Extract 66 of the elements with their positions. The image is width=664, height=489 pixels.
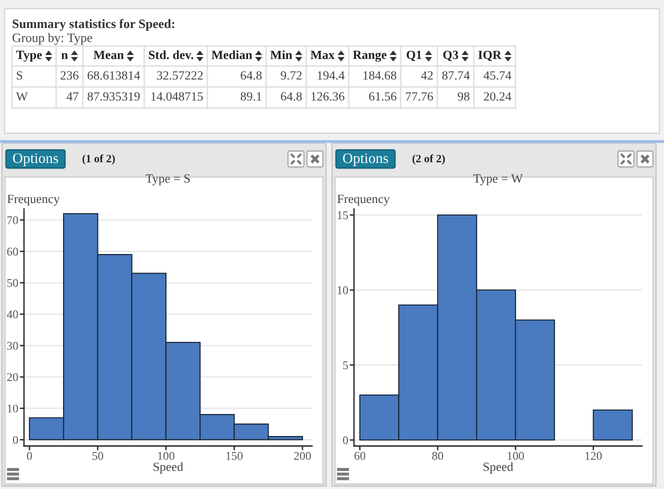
category-label: Range [352,50,386,62]
text: (1 of 2) [82,154,115,165]
category-label: Std. dev. [148,50,194,60]
text: 42 [421,71,433,80]
x-axis-title: Speed [154,462,184,474]
x-tick-label: 150 [226,452,243,460]
text: 68.613814 [88,71,140,80]
y-tick-label: 50 [7,279,18,287]
text: 89.1 [240,92,262,101]
text: 194.4 [318,71,345,80]
y-axis-title: Frequency [337,194,390,206]
y-tick-label: 10 [338,286,348,294]
y-tick-label: 70 [7,216,18,224]
text: 98 [458,92,470,101]
y-tick-label: 30 [7,342,18,350]
y-tick-label: 20 [7,373,18,382]
y-axis-title: Frequency [7,194,60,206]
y-tick-label: 60 [7,248,18,256]
chart-title: Type = W [473,174,523,186]
y-tick-label: 10 [8,404,18,413]
category-label: Mean [94,50,124,60]
text: Summary statistics for Speed: [12,19,174,31]
text: 64.8 [240,71,262,80]
chart-title: Type = S [146,174,190,186]
text: W [16,92,28,101]
y-tick-label: 5 [343,361,348,370]
text: Options [13,153,58,166]
category-label: Type [16,50,42,62]
category-label: Q1 [406,50,422,62]
text: 9.72 [280,71,302,80]
category-label: Max [310,50,335,60]
x-tick-label: 50 [92,452,104,460]
text: 64.8 [280,92,302,101]
category-label: Q3 [443,50,458,62]
x-tick-label: 200 [294,452,311,460]
text: 32.57222 [157,71,203,80]
text: 77.76 [406,92,433,101]
text: 61.56 [369,92,396,101]
text: (2 of 2) [412,154,445,165]
x-tick-label: 0 [26,452,32,460]
category-label: n [61,53,68,60]
text: Group by: Type [12,33,92,45]
text: 14.048715 [151,92,203,101]
text: 20.24 [484,92,512,101]
text: Options [343,153,388,166]
text: 47 [66,92,79,101]
text: 87.74 [442,71,470,80]
category-label: Min [270,50,292,60]
x-axis-title: Speed [484,462,514,474]
x-tick-label: 80 [432,452,444,460]
text: S [16,71,22,80]
x-tick-label: 120 [586,452,602,460]
category-label: IQR [478,50,502,62]
y-tick-label: 15 [338,211,348,220]
text: 45.74 [484,71,512,80]
y-tick-label: 0 [342,436,348,444]
text: 87.935319 [88,92,140,101]
category-label: Median [212,50,252,60]
text: 126.36 [311,92,344,101]
x-tick-label: 60 [354,452,366,460]
y-tick-label: 40 [6,310,18,318]
text: 236 [60,71,78,80]
x-tick-label: 100 [508,452,524,460]
x-tick-label: 100 [158,452,174,460]
text: 184.68 [363,71,396,80]
y-tick-label: 0 [12,436,18,444]
